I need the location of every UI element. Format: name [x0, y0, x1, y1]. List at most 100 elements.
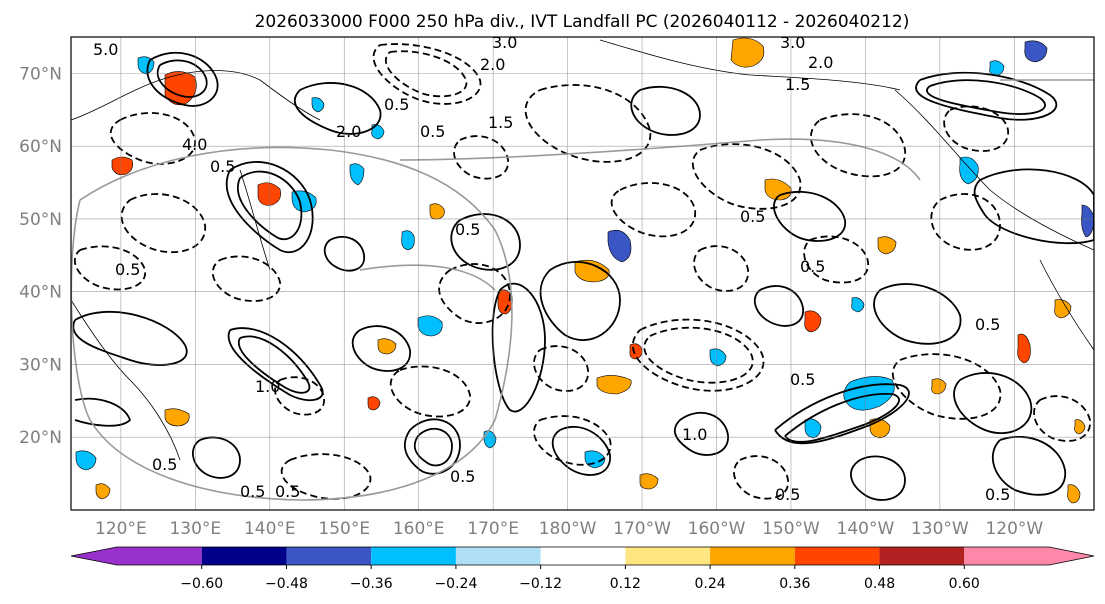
contour-label: 2.0 [808, 53, 833, 72]
patch [1054, 299, 1072, 319]
solid-contours [72, 51, 1094, 501]
contour-label: 0.5 [240, 482, 265, 501]
patch [377, 338, 397, 355]
y-tick-label: 70°N [19, 64, 62, 84]
x-tick-label: 170°W [613, 519, 671, 539]
colorbar-tick-label: 0.24 [695, 576, 726, 592]
patch [730, 37, 765, 68]
contour-label: 1.5 [785, 75, 810, 94]
patch [349, 163, 365, 186]
colorbar-segment [540, 547, 626, 565]
patch [959, 156, 979, 185]
patch [311, 97, 325, 113]
colorbar-tick-label: 0.12 [610, 576, 641, 592]
patch [75, 450, 97, 471]
colorbar-outline [70, 546, 1095, 566]
patch [574, 259, 610, 283]
patch [989, 60, 1005, 77]
x-tick-label: 160°W [688, 519, 746, 539]
patch [851, 297, 865, 313]
patch [607, 229, 632, 263]
map-field: 5.0 3.0 3.0 2.0 2.0 1.5 0.5 2.0 0.5 1.5 … [71, 33, 1094, 510]
contour-label: 0.5 [450, 467, 475, 486]
contour-label: 1.0 [255, 377, 280, 396]
contour-label: 5.0 [93, 40, 118, 59]
patch [764, 178, 792, 201]
x-tick-label: 180°W [539, 519, 597, 539]
contour-label: 3.0 [492, 33, 517, 52]
x-axis-ticks: 120°E 130°E 140°E 150°E 160°E 170°E 180°… [95, 519, 1043, 539]
x-tick-label: 160°E [393, 519, 445, 539]
x-tick-label: 130°W [911, 519, 969, 539]
contour-label: 0.5 [740, 207, 765, 226]
colorbar-segment [117, 547, 202, 565]
y-tick-label: 30°N [19, 355, 62, 375]
patch [629, 343, 643, 360]
contour-label: 0.5 [420, 122, 445, 141]
x-tick-label: 140°W [837, 519, 895, 539]
coastlines [71, 39, 1094, 461]
colorbar-segment [371, 547, 456, 565]
contour-label: 0.5 [790, 370, 815, 389]
patch [367, 396, 381, 411]
contour-label: 0.5 [985, 485, 1010, 504]
y-tick-label: 60°N [19, 137, 62, 157]
contour-label: 2.0 [480, 55, 505, 74]
colorbar-segment [710, 547, 795, 565]
contour-label: 4.0 [182, 135, 207, 154]
shaded-positive-patches [95, 37, 1086, 504]
colorbar-tick-label: 0.60 [949, 576, 980, 592]
contour-label: 2.0 [336, 122, 361, 141]
colorbar-segment [625, 547, 711, 565]
colorbar-segment [879, 547, 965, 565]
x-tick-label: 120°W [985, 519, 1043, 539]
contour-label: 0.5 [275, 482, 300, 501]
contour-label: 0.5 [975, 315, 1000, 334]
contour-label: 0.5 [115, 260, 140, 279]
patch [596, 375, 632, 395]
patch [1024, 40, 1048, 63]
patch [401, 230, 415, 251]
contour-label: 0.5 [210, 157, 235, 176]
dashed-contours [74, 43, 1091, 500]
patch [804, 310, 822, 333]
colorbar-tick-label: 0.36 [779, 576, 810, 592]
pc-region-outline [71, 79, 1094, 501]
x-tick-label: 140°E [244, 519, 296, 539]
contour-label: 1.0 [682, 425, 707, 444]
colorbar-extend-max [1049, 547, 1094, 565]
colorbar-segment [201, 547, 287, 565]
patch [164, 408, 190, 427]
colorbar-segment [286, 547, 372, 565]
patch [1067, 484, 1081, 504]
colorbar-tick-label: −0.48 [265, 576, 308, 592]
y-axis-ticks: 70°N 60°N 50°N 40°N 30°N 20°N [19, 64, 62, 448]
colorbar [70, 546, 1095, 569]
contour-label: 0.5 [455, 220, 480, 239]
colorbar-extend-min [71, 547, 117, 565]
contour-label: 0.5 [384, 95, 409, 114]
x-tick-label: 130°E [169, 519, 221, 539]
patch [1017, 333, 1031, 364]
colorbar-segment [455, 547, 541, 565]
x-tick-label: 120°E [95, 519, 147, 539]
chart-title: 2026033000 F000 250 hPa div., IVT Landfa… [255, 12, 910, 32]
colorbar-tick-label: −0.36 [350, 576, 393, 592]
contour-label: 0.5 [800, 257, 825, 276]
patch [1074, 419, 1086, 435]
colorbar-tick-label: −0.60 [180, 576, 223, 592]
patch [111, 156, 134, 176]
y-tick-label: 20°N [19, 428, 62, 448]
colorbar-segment [794, 547, 880, 565]
y-tick-label: 40°N [19, 283, 62, 303]
contour-label: 3.0 [780, 33, 805, 52]
patch [95, 483, 111, 500]
contour-label: 0.5 [152, 455, 177, 474]
gridlines [71, 37, 1094, 510]
y-tick-label: 50°N [19, 210, 62, 230]
patch [1081, 204, 1094, 238]
patch [804, 418, 822, 439]
patch [877, 236, 897, 255]
colorbar-tick-label: −0.24 [434, 576, 477, 592]
